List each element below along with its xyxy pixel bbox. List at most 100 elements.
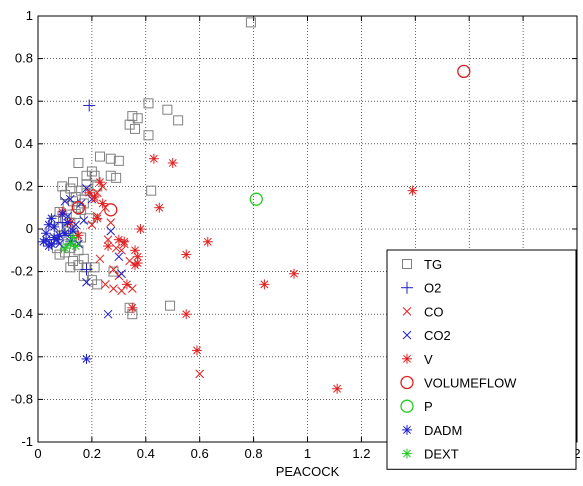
point-volumeflow	[104, 203, 118, 217]
point-dadm	[43, 241, 54, 252]
legend-marker-p	[400, 399, 414, 413]
legend-marker-volumeflow	[400, 375, 414, 390]
legend-marker-dadm	[402, 424, 412, 435]
point-co	[117, 286, 126, 296]
point-tg	[65, 183, 76, 194]
point-v	[167, 157, 178, 168]
point-v	[332, 383, 343, 394]
y-tick-label: 0.4	[15, 136, 33, 151]
y-tick-label: 0.8	[15, 51, 33, 66]
legend-label-o2: O2	[424, 281, 441, 296]
point-dadm	[43, 219, 54, 230]
x-tick-label: 0	[34, 446, 41, 461]
point-tg	[65, 262, 76, 273]
legend-marker-co	[402, 307, 412, 316]
point-co	[117, 245, 126, 255]
legend-marker-v	[402, 353, 412, 364]
point-v	[259, 279, 270, 290]
legend-label-v: V	[424, 352, 433, 367]
point-v	[135, 224, 146, 234]
point-v	[127, 302, 138, 313]
point-v	[130, 260, 141, 271]
data-points	[38, 17, 471, 394]
legend-marker-tg	[402, 259, 412, 269]
point-tg	[89, 262, 100, 273]
legend-label-co: CO	[424, 304, 444, 319]
point-tg	[76, 185, 87, 196]
y-tick-label: -0.6	[11, 349, 33, 364]
x-axis-label: PEACOCK	[276, 464, 340, 479]
point-v	[97, 198, 108, 209]
point-dext	[59, 243, 70, 254]
x-tick-label: 0.8	[245, 446, 263, 461]
point-dext	[70, 241, 81, 252]
point-tg	[105, 153, 116, 164]
point-tg	[143, 130, 154, 141]
point-v	[113, 234, 124, 245]
legend-label-dext: DEXT	[424, 447, 459, 462]
x-tick-label: 2	[573, 446, 580, 461]
point-co2	[79, 216, 89, 225]
y-tick-label: 1	[26, 8, 33, 23]
x-tick-label: 0.2	[83, 446, 101, 461]
point-co	[127, 284, 137, 293]
point-v	[181, 309, 192, 320]
point-tg	[105, 170, 116, 181]
point-co	[111, 243, 121, 253]
point-co	[87, 220, 97, 230]
point-dadm	[41, 228, 52, 239]
point-tg	[94, 151, 105, 162]
point-tg	[89, 170, 100, 181]
legend-label-tg: TG	[424, 257, 442, 272]
point-tg	[245, 17, 256, 28]
point-co	[109, 265, 118, 274]
point-tg	[146, 185, 157, 196]
x-tick-label: 1.2	[352, 446, 370, 461]
legend-label-volumeflow: VOLUMEFLOW	[424, 376, 517, 391]
point-v	[289, 268, 300, 279]
point-tg	[162, 104, 173, 115]
point-v	[148, 153, 159, 164]
point-v	[202, 236, 213, 247]
point-co	[101, 280, 110, 289]
point-tg	[108, 266, 119, 277]
point-volumeflow	[71, 201, 86, 215]
x-tick-label: 1	[304, 446, 311, 461]
point-p	[249, 192, 263, 206]
point-o2	[83, 99, 96, 112]
point-co2	[82, 277, 91, 287]
point-tg	[165, 300, 176, 311]
point-co	[106, 218, 116, 227]
point-dext	[68, 232, 79, 243]
point-co2	[60, 196, 70, 206]
point-tg	[143, 98, 154, 109]
point-co	[103, 235, 113, 245]
point-tg	[113, 155, 124, 166]
legend-marker-co2	[402, 330, 412, 340]
point-v	[84, 187, 95, 198]
point-co	[195, 369, 205, 379]
point-tg	[76, 204, 87, 215]
point-tg	[54, 249, 65, 260]
legend: TG O2 CO CO2 V VOLUMEFLOW P DADM DEXT	[386, 249, 577, 470]
point-co	[125, 256, 134, 266]
point-co2	[103, 309, 113, 319]
point-volumeflow	[457, 64, 471, 79]
point-v	[103, 241, 114, 252]
point-dadm	[59, 228, 70, 239]
point-v	[92, 213, 103, 224]
y-axis-tick-labels: -1 -0.8 -0.6 -0.4 -0.2 0 0.2 0.4 0.6 0.8 1	[11, 8, 33, 449]
point-co	[109, 284, 118, 293]
legend-marker-o2	[401, 281, 413, 294]
point-co	[95, 254, 105, 264]
point-co2	[117, 269, 126, 279]
legend-label-dadm: DADM	[424, 423, 462, 438]
point-co2	[114, 252, 124, 262]
point-o2	[80, 263, 93, 276]
point-tg	[111, 172, 122, 183]
point-dadm	[57, 209, 68, 220]
point-tg	[73, 202, 84, 213]
point-dadm	[81, 353, 92, 364]
point-tg	[130, 123, 141, 134]
